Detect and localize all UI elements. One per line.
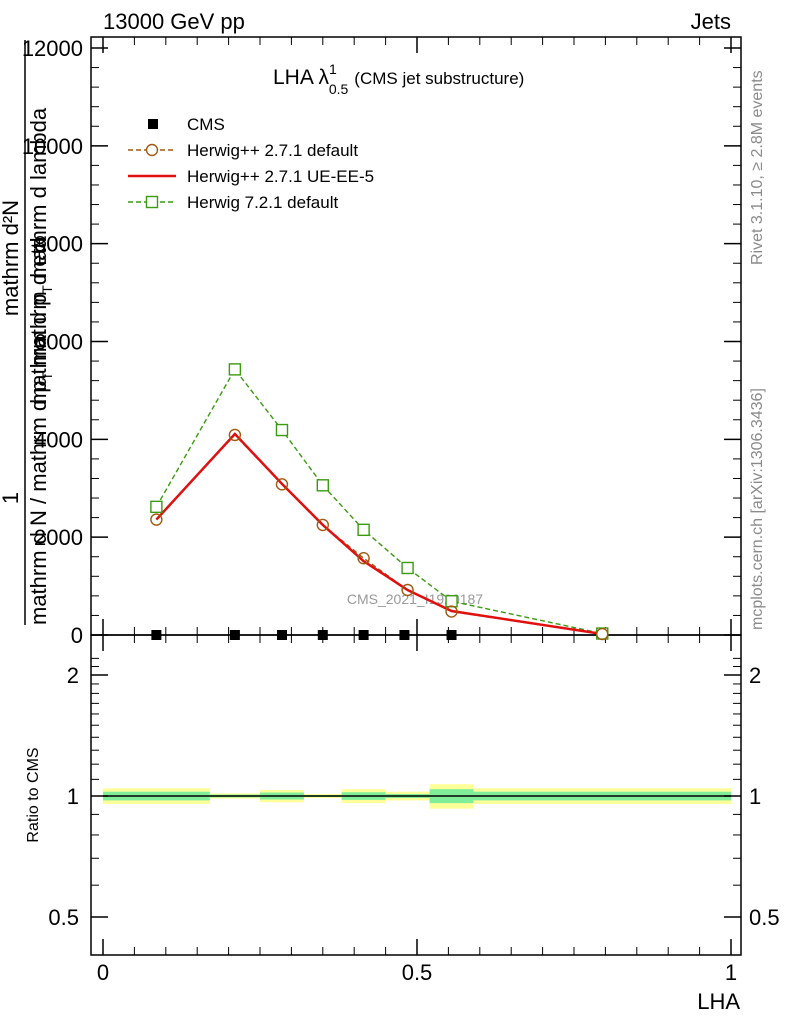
ratio-y-tick-label-right: 1 bbox=[749, 784, 761, 809]
main-y-axis-label: 1 mathrm d N / mathrm d pT mathrm d eta … bbox=[0, 40, 55, 625]
ratio-y-axis-label: Ratio to CMS bbox=[25, 747, 42, 842]
y-label-right-numerator: mathrm d²N bbox=[0, 200, 23, 316]
plot-title-suffix: (CMS jet substructure) bbox=[354, 69, 524, 88]
series-layer bbox=[150, 363, 609, 641]
legend-entry: Herwig++ 2.7.1 default bbox=[128, 141, 358, 160]
legend-entry: Herwig++ 2.7.1 UE-EE-5 bbox=[128, 167, 374, 186]
cms-data-point bbox=[151, 630, 162, 640]
main-y-tick-label: 4000 bbox=[34, 427, 83, 452]
y-label-den-tail: mathrm d eta bbox=[26, 235, 51, 371]
herwig-default-marker bbox=[401, 583, 414, 597]
cms-data-point bbox=[317, 630, 328, 640]
y-label-right-den-main: mathrm d p bbox=[26, 294, 51, 405]
legend: CMS Herwig++ 2.7.1 default Herwig++ 2.7.1 … bbox=[128, 115, 374, 212]
plot-title-sup: 1 bbox=[329, 61, 337, 77]
herwig721-marker bbox=[357, 523, 370, 537]
ratio-plot-frame bbox=[90, 634, 742, 956]
header-right: Jets bbox=[691, 9, 731, 34]
y-label-den-sub: T bbox=[39, 371, 55, 380]
legend-entry: Herwig 7.2.1 default bbox=[128, 193, 338, 212]
legend-cms-marker bbox=[148, 119, 158, 129]
plot-title-sub: 0.5 bbox=[329, 81, 349, 97]
ratio-y-tick-label: 2 bbox=[67, 663, 79, 688]
herwig-default-marker bbox=[357, 552, 370, 565]
herwig-default-marker bbox=[228, 428, 242, 442]
cms-data-point bbox=[399, 630, 410, 640]
x-tick-label: 0.5 bbox=[402, 960, 433, 985]
main-y-axis: 0 2000 4000 6000 8000 10000 12000 bbox=[22, 36, 741, 648]
herwig721-marker bbox=[150, 500, 163, 514]
herwig721-marker bbox=[316, 479, 329, 492]
header-left: 13000 GeV pp bbox=[103, 9, 245, 34]
main-y-tick-label: 2000 bbox=[34, 525, 83, 550]
y-label-den-main: mathrm d N / mathrm d p bbox=[26, 380, 51, 625]
main-y-tick-label: 10000 bbox=[22, 134, 83, 159]
y-label-denominator: mathrm d N / mathrm d pT mathrm d eta bbox=[26, 235, 55, 625]
x-tick-label: 0 bbox=[97, 960, 109, 985]
herwig721-marker bbox=[401, 561, 414, 575]
ratio-y-tick-label-right: 0.5 bbox=[749, 905, 780, 930]
series-line bbox=[155, 368, 603, 635]
cms-data-point bbox=[358, 630, 369, 640]
herwig721-marker bbox=[228, 363, 242, 376]
ratio-y-tick-label: 0.5 bbox=[48, 905, 79, 930]
mcplots-note: mcplots.cern.ch [arXiv:1306.3436] bbox=[749, 388, 766, 630]
rivet-note: Rivet 3.1.10, ≥ 2.8M events bbox=[749, 70, 766, 265]
y-label-one: 1 bbox=[0, 492, 23, 504]
main-y-tick-label: 6000 bbox=[34, 330, 83, 355]
herwig-default-marker bbox=[150, 513, 163, 526]
herwig-default-marker bbox=[596, 627, 609, 641]
cms-data-point bbox=[446, 630, 457, 640]
herwig-default-marker bbox=[445, 605, 458, 618]
herwig721-marker bbox=[445, 595, 458, 608]
plot-title: LHA λ1 0.5 (CMS jet substructure) bbox=[273, 61, 524, 97]
x-axis: 0 0.5 1 bbox=[97, 37, 737, 985]
ratio-y-axis: 0.5 0.5 1 1 2 2 bbox=[48, 657, 780, 930]
main-y-tick-label: 8000 bbox=[34, 232, 83, 257]
herwig721-marker bbox=[275, 423, 289, 437]
legend-square-marker bbox=[145, 195, 159, 209]
herwig-default-marker bbox=[316, 518, 329, 532]
y-label-right-denominator: mathrm d pT mathrm d lambda bbox=[26, 107, 55, 405]
cms-data-point bbox=[229, 630, 240, 640]
x-axis-label: LHA bbox=[697, 989, 740, 1014]
y-label-right-den-sub: T bbox=[39, 285, 55, 294]
legend-label: Herwig++ 2.7.1 default bbox=[187, 141, 358, 160]
x-tick-label: 1 bbox=[725, 960, 737, 985]
plot-title-main: LHA λ bbox=[273, 66, 330, 89]
legend-entry: CMS bbox=[148, 115, 225, 134]
legend-circle-marker bbox=[145, 143, 159, 157]
legend-label: Herwig++ 2.7.1 UE-EE-5 bbox=[187, 167, 374, 186]
ratio-y-tick-label: 1 bbox=[67, 784, 79, 809]
main-y-tick-label: 0 bbox=[71, 623, 83, 648]
series-line bbox=[155, 432, 603, 636]
legend-label: Herwig 7.2.1 default bbox=[187, 193, 338, 212]
y-label-right-den-tail: mathrm d lambda bbox=[26, 107, 51, 285]
legend-label: CMS bbox=[187, 115, 225, 134]
main-y-tick-label: 12000 bbox=[22, 36, 83, 61]
cms-data-point bbox=[276, 630, 287, 640]
herwig-default-marker bbox=[275, 478, 289, 491]
ratio-y-tick-label-right: 2 bbox=[749, 663, 761, 688]
